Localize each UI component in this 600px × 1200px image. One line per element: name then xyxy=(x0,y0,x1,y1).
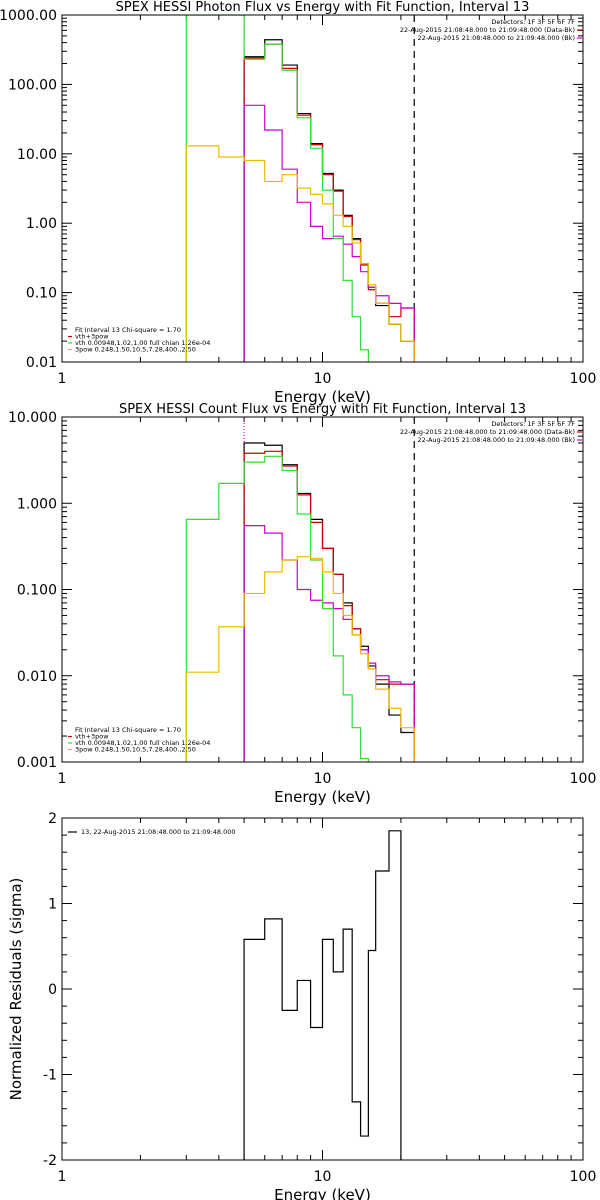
x-axis-label: Energy (keV) xyxy=(274,388,371,406)
plot-frame xyxy=(61,817,584,1161)
x-tick-label: 1 xyxy=(58,371,67,387)
x-tick-label: 1 xyxy=(58,1169,67,1185)
y-tick-label: 1 xyxy=(48,897,57,913)
x-tick-label: 100 xyxy=(570,1169,597,1185)
y-tick-label: 0.01 xyxy=(26,355,57,371)
legend-entry: vth 0.00948,1.02,1.00 full chian 1.26e-0… xyxy=(75,739,210,747)
series-magenta-step xyxy=(243,525,415,762)
panel-2: SPEX HESSI Count Flux vs Energy with Fit… xyxy=(8,402,596,806)
plot-area xyxy=(243,830,402,1160)
legend-entry: 13, 22-Aug-2015 21:08:48.000 to 21:09:48… xyxy=(81,828,236,836)
y-tick-label: 0.10 xyxy=(26,286,57,302)
header-line: 22-Aug-2015 21:08:48.000 to 21:09:48.000… xyxy=(418,436,575,444)
header-line: 22-Aug-2015 21:08:48.000 to 21:09:48.000… xyxy=(418,34,575,42)
header-line: Detectors: 1F 3F 5F 6F 7F xyxy=(491,420,575,428)
series-green-step xyxy=(185,455,369,762)
y-tick-label: 100.00 xyxy=(8,77,57,93)
x-tick-label: 10 xyxy=(314,771,332,787)
y-tick-label: 10.00 xyxy=(17,147,57,163)
plot-area xyxy=(185,417,415,762)
series-green-step xyxy=(185,15,369,362)
y-axis-label: Normalized Residuals (sigma) xyxy=(7,878,25,1101)
plot-area xyxy=(185,15,415,362)
y-tick-label: 10.000 xyxy=(8,410,57,426)
y-tick-label: 0 xyxy=(48,982,57,998)
x-tick-label: 10 xyxy=(314,1169,332,1185)
x-tick-label: 10 xyxy=(314,371,332,387)
y-tick-label: 0.100 xyxy=(17,583,57,599)
y-tick-label: 2 xyxy=(48,811,57,827)
series-yellow-step xyxy=(185,556,415,762)
panel-1: SPEX HESSI Photon Flux vs Energy with Fi… xyxy=(0,0,596,406)
legend-entry: 3pow 0.248,1.50,10.5,7.28,400.,2.50 xyxy=(75,346,196,354)
y-tick-label: 1.00 xyxy=(26,216,57,232)
y-tick-label: -2 xyxy=(43,1153,57,1169)
x-axis-label: Energy (keV) xyxy=(274,788,371,806)
x-tick-label: 100 xyxy=(570,371,597,387)
header-line: 22-Aug-2015 21:08:48.000 to 21:09:48.000… xyxy=(400,428,575,436)
y-tick-label: 0.001 xyxy=(17,755,57,771)
legend-entry: Fit Interval 13 Chi-square = 1.70 xyxy=(75,326,181,334)
legend-entry: vth+3pow xyxy=(75,333,109,341)
x-tick-label: 100 xyxy=(570,771,597,787)
plot-frame xyxy=(61,416,584,763)
x-tick-label: 1 xyxy=(58,771,67,787)
y-tick-label: 1000.00 xyxy=(0,8,57,24)
y-tick-label: -1 xyxy=(43,1068,57,1084)
y-tick-label: 0.010 xyxy=(17,669,57,685)
legend-entry: 3pow 0.248,1.50,10.5,7.28,400.,2.50 xyxy=(75,746,196,754)
chart-title: SPEX HESSI Photon Flux vs Energy with Fi… xyxy=(116,0,530,15)
legend-entry: vth 0.00948,1.02,1.00 full chian 1.26e-0… xyxy=(75,339,210,347)
legend-entry: vth+3pow xyxy=(75,733,109,741)
header-line: 22-Aug-2015 21:08:48.000 to 21:09:48.000… xyxy=(400,26,575,34)
legend-entry: Fit Interval 13 Chi-square = 1.70 xyxy=(75,726,181,734)
series-yellow-step xyxy=(185,145,415,362)
plot-frame xyxy=(61,14,584,363)
series-black-step xyxy=(243,830,402,1160)
y-tick-label: 1.000 xyxy=(17,496,57,512)
header-line: Detectors: 1F 3F 5F 6F 7F xyxy=(491,18,575,26)
chart-title: SPEX HESSI Count Flux vs Energy with Fit… xyxy=(119,402,526,417)
x-axis-label: Energy (keV) xyxy=(274,1186,371,1200)
